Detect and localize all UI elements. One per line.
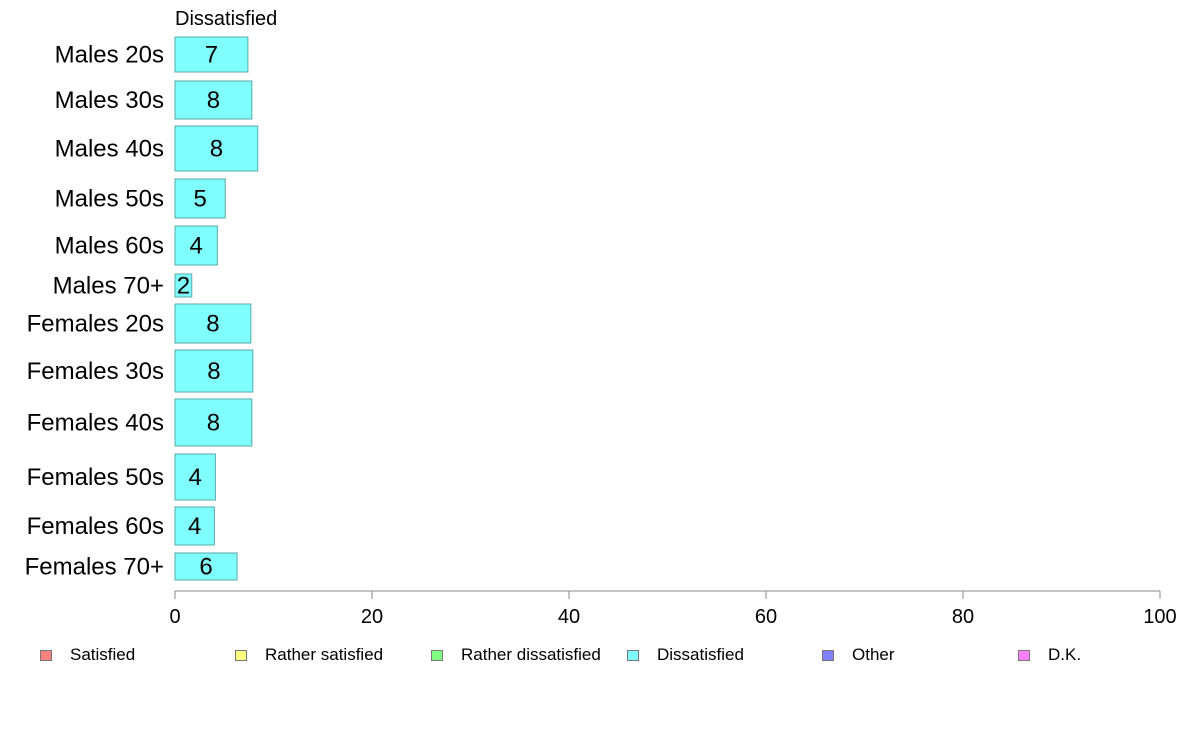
bar [174,36,249,73]
legend-swatch [40,649,52,661]
legend-item: Dissatisfied [627,644,744,666]
category-label: Females 60s [27,513,164,540]
legend-swatch [1018,649,1030,661]
bar [174,178,226,219]
legend-swatch [822,649,834,661]
category-label: Males 30s [55,87,164,114]
data-label: 8 [207,410,220,437]
legend-swatch [627,649,639,661]
legend-label: Other [852,645,895,664]
x-tick-label: 100 [1143,606,1176,628]
data-label: 6 [199,554,212,581]
x-tick-label: 80 [952,606,974,628]
bar [174,80,253,120]
legend-item: Satisfied [40,644,135,666]
category-label: Females 70+ [25,554,164,581]
bar [174,453,216,501]
bar [174,506,215,546]
x-tick-label: 40 [558,606,580,628]
legend-item: Rather dissatisfied [431,644,601,666]
bar [174,349,254,393]
data-label: 7 [205,42,218,69]
category-label: Males 20s [55,42,164,69]
category-label: Females 20s [27,311,164,338]
legend-label: Dissatisfied [657,645,744,664]
legend-swatch [431,649,443,661]
category-label: Males 40s [55,136,164,163]
data-label: 8 [206,311,219,338]
data-label: 4 [189,233,202,260]
legend-label: Satisfied [70,645,136,664]
bar [174,398,253,447]
category-label: Females 50s [27,464,164,491]
data-label: 8 [207,358,220,385]
category-label: Females 40s [27,410,164,437]
bar [174,303,252,344]
legend-item: Rather satisfied [235,644,383,666]
data-label: 4 [189,464,202,491]
bar [174,225,218,266]
chart-title: Dissatisfied [175,8,277,30]
category-label: Males 70+ [53,273,164,300]
bar [174,552,238,581]
legend-label: D.K. [1048,645,1082,664]
legend-item: D.K. [1018,644,1081,666]
data-label: 5 [193,186,206,213]
y-axis-labels: Males 20s Males 30s Males 40s Males 50s Male… [25,42,164,581]
legend-label: Rather dissatisfied [461,645,601,664]
data-label: 4 [188,513,201,540]
category-label: Males 50s [55,186,164,213]
x-tick-label: 60 [755,606,777,628]
category-label: Females 30s [27,358,164,385]
bar [174,273,193,298]
x-tick-label: 0 [169,606,180,628]
legend-label: Rather satisfied [265,645,384,664]
legend-item: Other [822,644,895,666]
category-label: Males 60s [55,233,164,260]
x-tick-label: 20 [361,606,383,628]
data-label: 2 [177,273,190,300]
data-label: 8 [207,87,220,114]
x-axis: 0 20 40 60 80 100 [169,590,1177,628]
data-label: 8 [210,136,223,163]
bar [174,125,259,172]
legend-swatch [235,649,247,661]
legend: Satisfied Rather satisfied Rather dissatis… [0,644,1188,668]
